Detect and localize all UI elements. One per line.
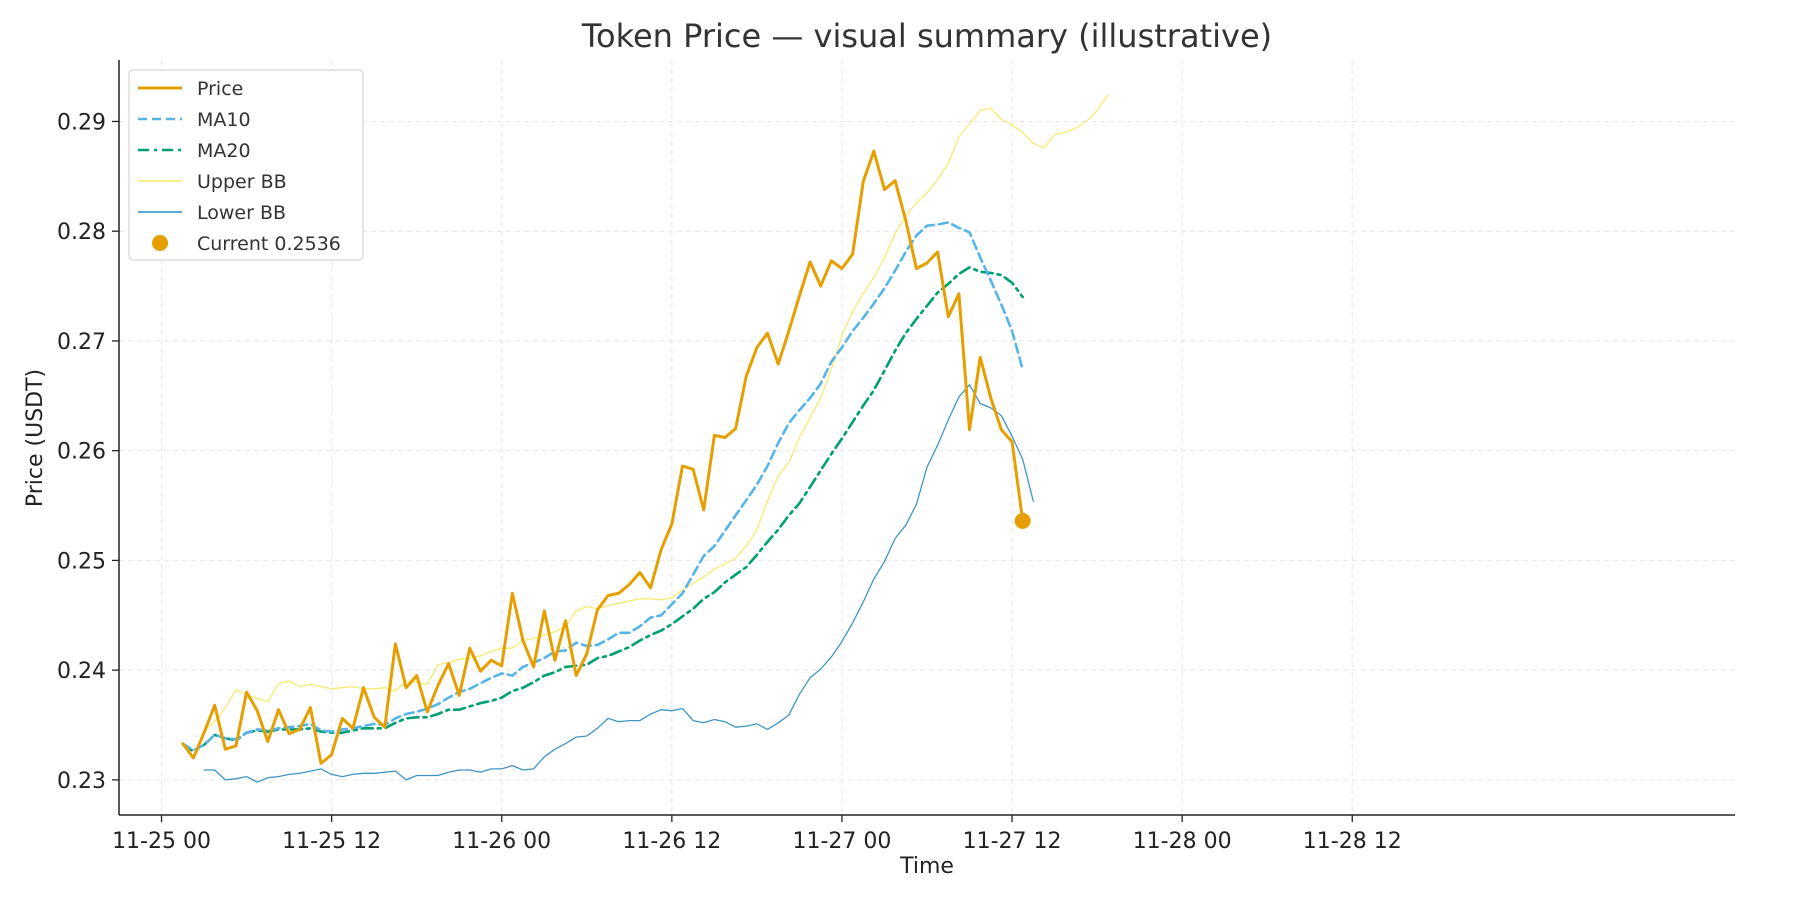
y-tick-label: 0.24 — [57, 659, 106, 684]
y-tick-label: 0.26 — [57, 440, 106, 465]
series-line-lower-bb — [203, 384, 1034, 783]
x-tick-label: 11-26 00 — [452, 829, 551, 854]
y-tick-label: 0.27 — [57, 330, 106, 355]
legend-box — [128, 69, 364, 261]
y-tick-label: 0.28 — [57, 220, 106, 245]
y-tick-label: 0.29 — [57, 110, 106, 135]
legend-label: MA10 — [197, 109, 251, 131]
y-tick-label: 0.23 — [57, 769, 106, 794]
ticks: 11-25 00 11-25 12 11-26 00 11-26 12 11-27 00… — [57, 110, 1402, 854]
legend: Price MA10 MA20 Upper BB Lower BB Current 0.2… — [128, 69, 364, 261]
axes — [118, 60, 1735, 816]
legend-label: Upper BB — [197, 171, 287, 193]
series-line-upper-bb — [203, 94, 1109, 732]
legend-label: MA20 — [197, 140, 251, 162]
series-lines — [181, 94, 1109, 783]
current-price-marker — [1014, 512, 1031, 529]
chart-title: Token Price — visual summary (illustrati… — [581, 17, 1272, 55]
x-tick-label: 11-27 00 — [792, 829, 891, 854]
x-tick-label: 11-27 12 — [963, 829, 1062, 854]
x-axis-title: Time — [899, 854, 954, 879]
x-tick-label: 11-28 12 — [1303, 829, 1402, 854]
y-tick-label: 0.25 — [57, 549, 106, 574]
y-axis-title: Price (USDT) — [23, 369, 48, 507]
x-tick-label: 11-25 00 — [112, 829, 211, 854]
legend-swatch-current — [152, 235, 168, 251]
x-tick-label: 11-25 12 — [282, 829, 381, 854]
series-line-price — [181, 149, 1025, 765]
x-tick-label: 11-26 12 — [622, 829, 721, 854]
legend-label: Current 0.2536 — [197, 233, 341, 255]
series-line-ma10 — [181, 221, 1025, 752]
legend-label: Price — [197, 78, 243, 100]
series-line-ma20 — [181, 266, 1025, 753]
legend-label: Lower BB — [197, 202, 286, 224]
x-tick-label: 11-28 00 — [1133, 829, 1232, 854]
